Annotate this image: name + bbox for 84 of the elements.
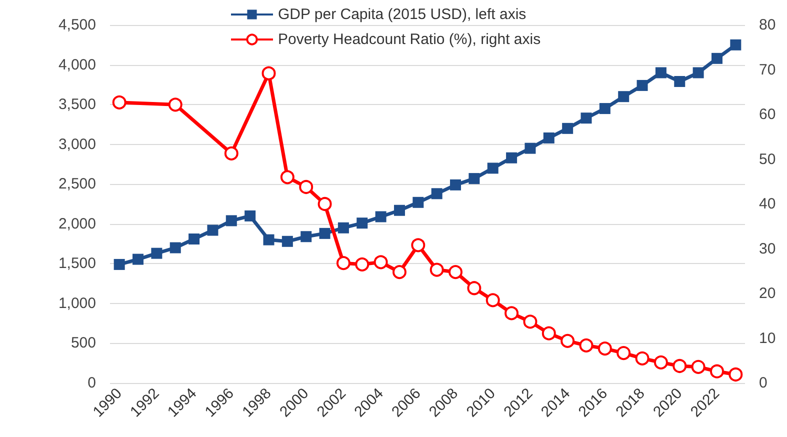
point <box>448 265 463 280</box>
point <box>168 98 182 112</box>
point <box>524 142 536 154</box>
point <box>338 222 349 234</box>
point <box>692 67 704 78</box>
y-tick-label: 1,000 <box>58 294 96 312</box>
point <box>579 338 594 352</box>
y-tick-label: 2,500 <box>58 176 96 193</box>
point <box>635 351 650 366</box>
point <box>468 173 480 184</box>
point <box>560 334 575 348</box>
point <box>730 39 742 50</box>
point <box>299 180 314 194</box>
point <box>207 224 218 236</box>
point <box>486 293 500 308</box>
point <box>392 265 406 280</box>
y-tick-label: 1,500 <box>58 255 96 272</box>
y2-tick-label: 80 <box>759 16 776 34</box>
point <box>318 197 332 211</box>
point <box>523 314 538 329</box>
point <box>691 360 706 374</box>
point <box>431 188 442 200</box>
legend-label: Poverty Headcount Ratio (%), right axis <box>278 31 541 48</box>
y2-tick-label: 70 <box>759 61 776 78</box>
y2-tick-label: 20 <box>759 285 776 302</box>
point <box>300 231 312 242</box>
y-tick-label: 2,000 <box>58 215 96 232</box>
point <box>598 342 612 356</box>
point <box>394 204 405 216</box>
point <box>504 306 519 320</box>
point <box>654 355 668 370</box>
point <box>226 215 237 226</box>
point <box>188 234 200 245</box>
point <box>356 218 368 229</box>
point <box>618 91 630 102</box>
y-tick-label: 4,500 <box>58 16 96 34</box>
y2-tick-label: 40 <box>759 196 776 212</box>
point <box>280 170 294 184</box>
point <box>543 132 554 144</box>
point <box>674 76 686 87</box>
point <box>636 80 648 91</box>
point <box>412 196 424 208</box>
y-tick-label: 500 <box>70 334 96 352</box>
point <box>450 179 462 190</box>
point <box>112 95 126 110</box>
point <box>542 326 556 340</box>
point <box>336 256 350 270</box>
point <box>151 248 162 259</box>
y-tick-label: 3,000 <box>58 136 96 153</box>
y-tick-label: 3,500 <box>58 96 96 114</box>
point <box>655 67 666 78</box>
point <box>355 257 370 272</box>
point <box>170 242 181 254</box>
legend-label: GDP per Capita (2015 USD), left axis <box>278 6 526 23</box>
point <box>263 234 274 246</box>
point <box>244 210 256 222</box>
point <box>262 66 276 80</box>
point <box>728 368 743 382</box>
point <box>710 364 724 378</box>
point <box>132 254 144 265</box>
point <box>282 236 293 247</box>
point <box>487 162 498 174</box>
point <box>114 258 125 270</box>
point <box>711 52 722 64</box>
y-tick-label: 4,000 <box>58 56 96 74</box>
point <box>319 228 330 239</box>
point <box>374 255 388 270</box>
point <box>467 281 482 296</box>
point <box>411 238 426 252</box>
point <box>430 262 444 277</box>
point <box>580 112 592 124</box>
y2-tick-label: 30 <box>759 240 776 258</box>
point <box>375 211 386 222</box>
point <box>506 152 518 164</box>
point <box>599 103 610 114</box>
point <box>562 122 574 134</box>
y2-tick-label: 50 <box>759 150 776 168</box>
point <box>616 346 631 360</box>
point <box>224 146 238 160</box>
y-tick-label: 0 <box>88 374 96 392</box>
point <box>672 359 687 373</box>
y2-tick-label: 60 <box>759 106 776 123</box>
y2-tick-label: 10 <box>759 330 776 347</box>
y2-tick-label: 0 <box>759 374 768 392</box>
